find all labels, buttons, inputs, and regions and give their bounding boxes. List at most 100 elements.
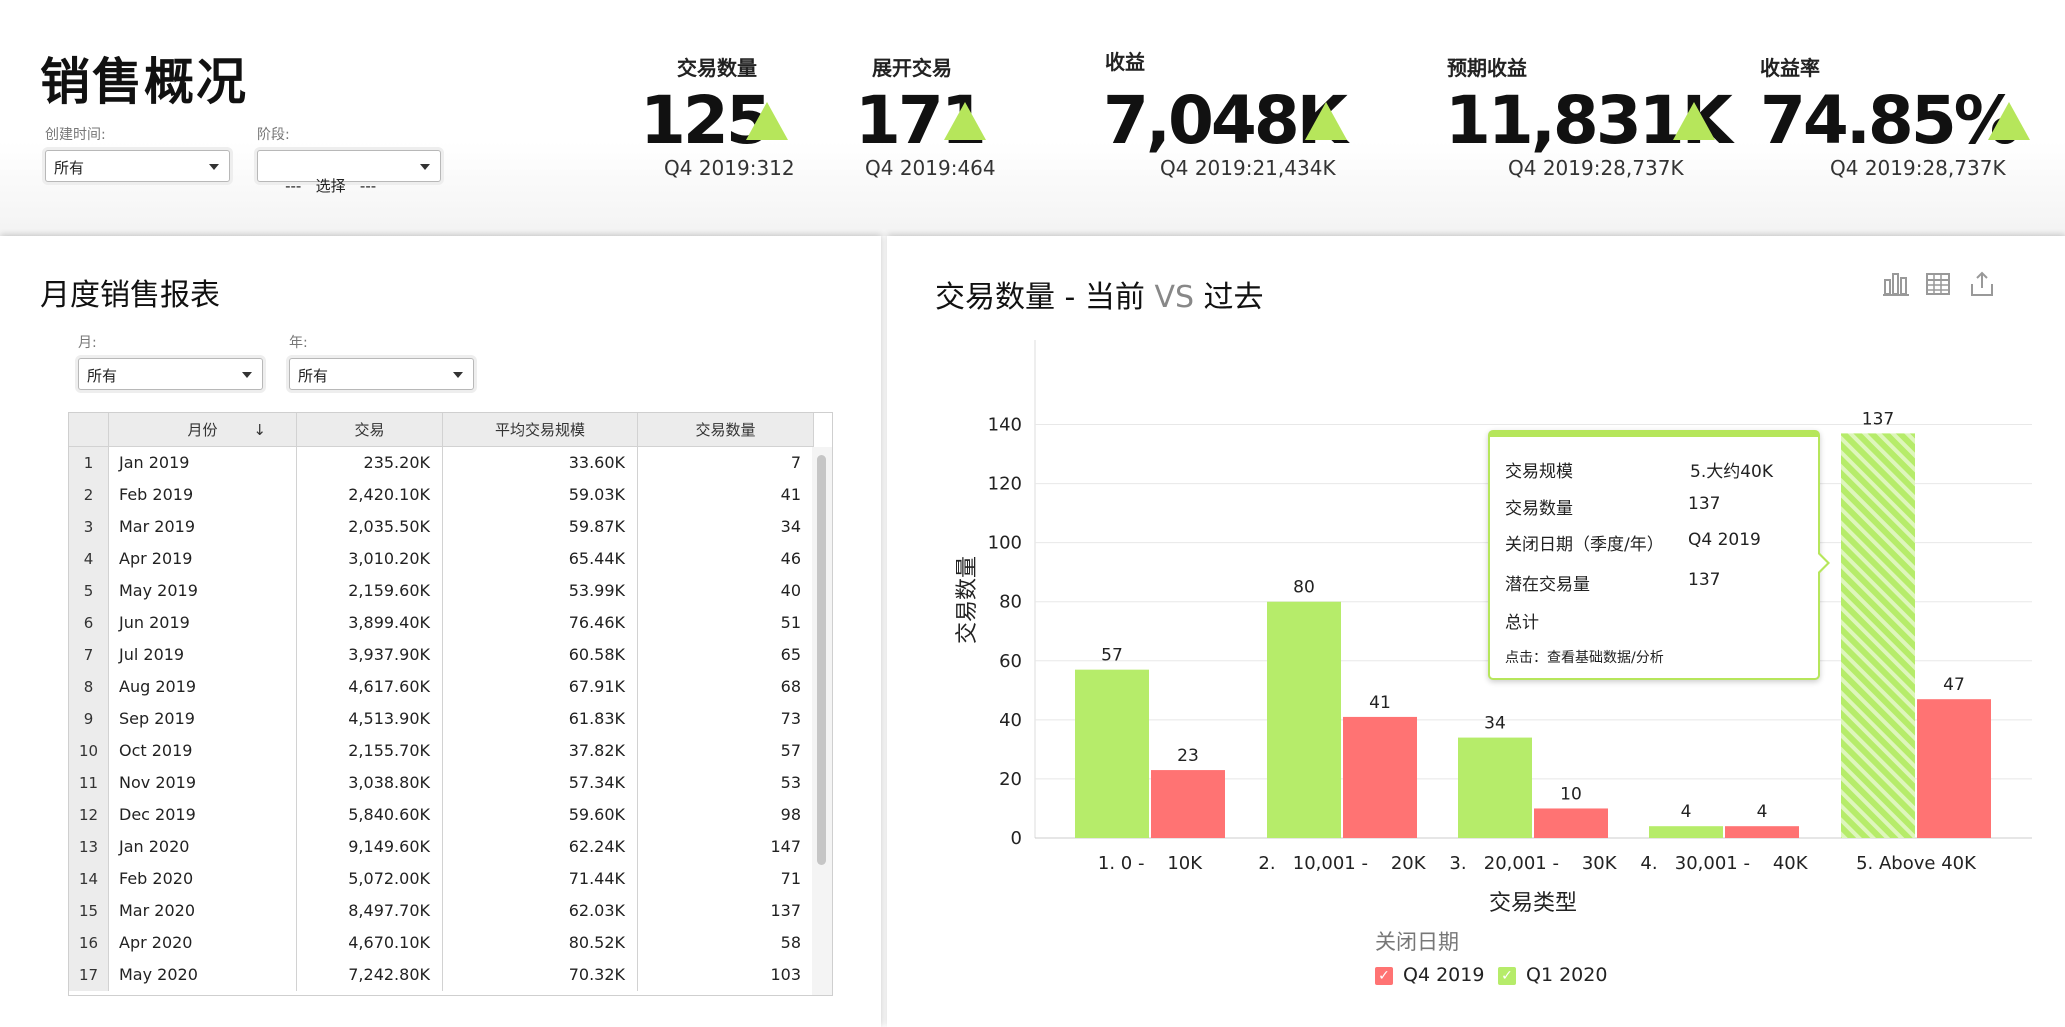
table-row[interactable]: 16 Apr 2020 4,670.10K 80.52K 58 — [69, 927, 814, 959]
tooltip-key: 潜在交易量 — [1505, 575, 1590, 595]
row-number: 17 — [69, 959, 109, 991]
cell-month: Apr 2019 — [109, 543, 297, 575]
bar-q1-2020[interactable] — [1458, 737, 1532, 838]
table-row[interactable]: 12 Dec 2019 5,840.60K 59.60K 98 — [69, 799, 814, 831]
trend-up-icon — [1988, 102, 2030, 140]
bar-chart-icon[interactable] — [1882, 270, 1910, 298]
table-row[interactable]: 5 May 2019 2,159.60K 53.99K 40 — [69, 575, 814, 607]
kpi-deal-count[interactable]: 交易数量 125 Q4 2019:312 — [640, 52, 810, 192]
table-row[interactable]: 17 May 2020 7,242.80K 70.32K 103 — [69, 959, 814, 991]
legend-label: Q4 2019 — [1403, 964, 1485, 986]
cell-deals: 3,899.40K — [297, 607, 443, 639]
table-row[interactable]: 6 Jun 2019 3,899.40K 76.46K 51 — [69, 607, 814, 639]
cell-avg-size: 53.99K — [443, 575, 638, 607]
y-tick-label: 120 — [988, 474, 1022, 495]
table-view-icon[interactable] — [1924, 270, 1952, 298]
kpi-revenue[interactable]: 收益 7,048K Q4 2019:21,434K — [1103, 50, 1348, 192]
column-header-avg-size[interactable]: 平均交易规模 — [443, 413, 638, 447]
table-row[interactable]: 11 Nov 2019 3,038.80K 57.34K 53 — [69, 767, 814, 799]
vertical-scrollbar[interactable] — [812, 447, 832, 995]
cell-month: Nov 2019 — [109, 767, 297, 799]
table-row[interactable]: 9 Sep 2019 4,513.90K 61.83K 73 — [69, 703, 814, 735]
sort-down-arrow-icon[interactable]: ↓ — [253, 421, 266, 439]
cell-avg-size: 60.58K — [443, 639, 638, 671]
bar-q4-2019[interactable] — [1343, 716, 1417, 838]
table-row[interactable]: 10 Oct 2019 2,155.70K 37.82K 57 — [69, 735, 814, 767]
cell-deals: 2,155.70K — [297, 735, 443, 767]
cell-deals: 2,159.60K — [297, 575, 443, 607]
cell-month: Jun 2019 — [109, 607, 297, 639]
row-number: 11 — [69, 767, 109, 799]
kpi-label: 收益 — [1105, 50, 1145, 74]
y-tick-label: 100 — [988, 533, 1022, 554]
data-label: 10 — [1560, 784, 1582, 804]
chart-title: 交易数量 - 当前 VS 过去 — [935, 272, 1264, 316]
chart-tooltip: 交易规模 5.大约40K 交易数量 137 关闭日期（季度/年） Q4 2019… — [1488, 430, 1830, 680]
bar-q1-2020[interactable] — [1649, 826, 1723, 838]
cell-deals: 2,420.10K — [297, 479, 443, 511]
checkbox-checked-icon[interactable]: ✓ — [1498, 967, 1516, 985]
tooltip-value: 5.大约40K — [1690, 462, 1773, 482]
year-filter-select[interactable]: 所有 — [289, 358, 474, 390]
trend-up-icon — [1673, 102, 1715, 140]
tooltip-value: 137 — [1688, 494, 1721, 514]
cell-month: May 2019 — [109, 575, 297, 607]
kpi-revenue-rate[interactable]: 收益率 74.85% Q4 2019:28,737K — [1760, 52, 2030, 192]
checkbox-checked-icon[interactable]: ✓ — [1375, 967, 1393, 985]
bar-q1-2020[interactable] — [1267, 601, 1341, 838]
kpi-label: 交易数量 — [677, 56, 757, 80]
bar-q1-2020[interactable] — [1841, 433, 1915, 838]
chart-title-past: 过去 — [1194, 280, 1264, 315]
created-time-select[interactable]: 所有 — [45, 150, 230, 182]
legend-item-q4-2019[interactable]: ✓ Q4 2019 — [1375, 964, 1485, 988]
tooltip-value: Q4 2019 — [1688, 530, 1761, 550]
cell-month: Mar 2019 — [109, 511, 297, 543]
cell-deals: 5,840.60K — [297, 799, 443, 831]
kpi-expected-revenue[interactable]: 预期收益 11,831K Q4 2019:28,737K — [1445, 52, 1733, 192]
cell-avg-size: 67.91K — [443, 671, 638, 703]
bar-q4-2019[interactable] — [1534, 808, 1608, 838]
month-filter-select[interactable]: 所有 — [78, 358, 263, 390]
table-row[interactable]: 2 Feb 2019 2,420.10K 59.03K 41 — [69, 479, 814, 511]
chevron-down-icon — [209, 164, 219, 170]
bar-q4-2019[interactable] — [1151, 770, 1225, 838]
data-label: 4 — [1681, 802, 1692, 822]
cell-avg-size: 59.60K — [443, 799, 638, 831]
tooltip-pointer-inner — [1818, 554, 1827, 572]
table-row[interactable]: 4 Apr 2019 3,010.20K 65.44K 46 — [69, 543, 814, 575]
row-number: 13 — [69, 831, 109, 863]
table-row[interactable]: 7 Jul 2019 3,937.90K 60.58K 65 — [69, 639, 814, 671]
kpi-value: 74.85% — [1760, 82, 2020, 159]
table-row[interactable]: 15 Mar 2020 8,497.70K 62.03K 137 — [69, 895, 814, 927]
row-number: 2 — [69, 479, 109, 511]
x-axis-title: 交易类型 — [1489, 891, 1577, 916]
data-label: 4 — [1757, 802, 1768, 822]
row-number: 4 — [69, 543, 109, 575]
bar-q4-2019[interactable] — [1917, 699, 1991, 838]
export-icon[interactable] — [1968, 270, 1996, 298]
kpi-open-deals[interactable]: 展开交易 171 Q4 2019:464 — [855, 52, 1005, 192]
kpi-label: 收益率 — [1760, 56, 1820, 80]
kpi-previous: Q4 2019:312 — [664, 156, 795, 180]
table-row[interactable]: 13 Jan 2020 9,149.60K 62.24K 147 — [69, 831, 814, 863]
bar-q1-2020[interactable] — [1075, 669, 1149, 838]
page-title: 销售概况 — [40, 53, 248, 111]
column-header-count[interactable]: 交易数量 — [638, 413, 814, 447]
cell-avg-size: 57.34K — [443, 767, 638, 799]
cell-month: Feb 2020 — [109, 863, 297, 895]
table-row[interactable]: 1 Jan 2019 235.20K 33.60K 7 — [69, 447, 814, 479]
chevron-down-icon — [242, 372, 252, 378]
table-row[interactable]: 3 Mar 2019 2,035.50K 59.87K 34 — [69, 511, 814, 543]
table-row[interactable]: 8 Aug 2019 4,617.60K 67.91K 68 — [69, 671, 814, 703]
cell-month: Apr 2020 — [109, 927, 297, 959]
column-header-deals[interactable]: 交易 — [297, 413, 443, 447]
column-header-month[interactable]: 月份 ↓ — [109, 413, 297, 447]
legend-item-q1-2020[interactable]: ✓ Q1 2020 — [1498, 964, 1608, 988]
stage-select[interactable]: --- 选择 --- — [257, 150, 441, 195]
row-number: 15 — [69, 895, 109, 927]
bar-q4-2019[interactable] — [1725, 826, 1799, 838]
month-filter-value: 所有 — [87, 367, 118, 385]
table-row[interactable]: 14 Feb 2020 5,072.00K 71.44K 71 — [69, 863, 814, 895]
scrollbar-thumb[interactable] — [817, 455, 826, 865]
cell-month: Sep 2019 — [109, 703, 297, 735]
